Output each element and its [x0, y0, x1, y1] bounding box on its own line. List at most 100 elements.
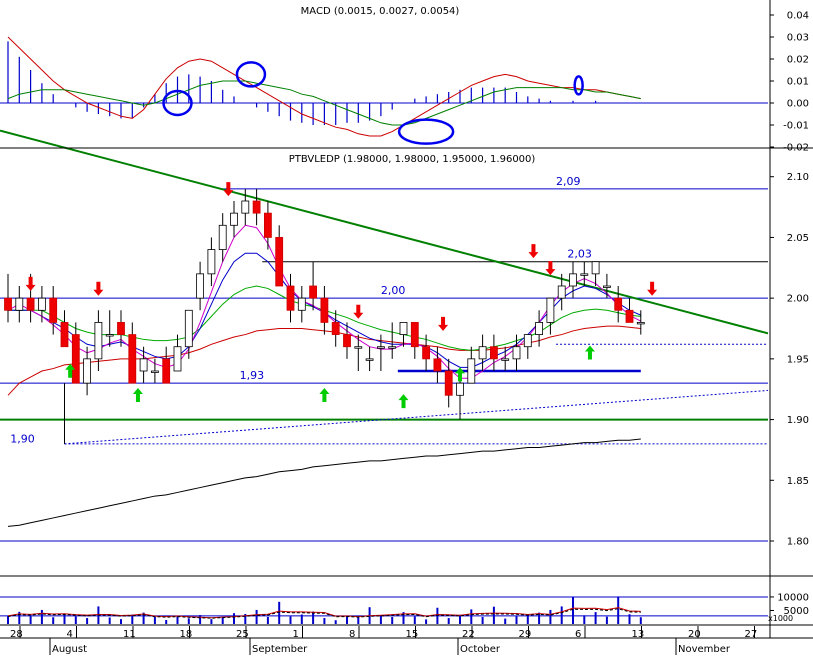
macd-line: [7, 36, 641, 137]
sell-signal-arrow: [93, 281, 104, 296]
candle-body: [128, 334, 137, 384]
sell-signal-arrow: [545, 261, 556, 276]
candle-body: [614, 297, 623, 311]
candle-body: [523, 334, 532, 348]
candle-body: [489, 346, 498, 360]
month-label: November: [678, 644, 731, 655]
macd-tick-label: 0.03: [787, 33, 809, 44]
price-tick-label: 2.00: [787, 294, 809, 305]
volume-tick-label: 5000: [784, 606, 809, 617]
candle-body: [410, 322, 419, 348]
candle-body: [230, 212, 238, 226]
candle-body: [320, 297, 329, 323]
candle-body: [343, 334, 351, 348]
price-level-label: 2,09: [556, 175, 581, 188]
candle-body: [603, 285, 611, 288]
candle-body: [15, 297, 24, 311]
candle-body: [4, 297, 12, 311]
price-title: PTBVLEDP (1.98000, 1.98000, 1.95000, 1.9…: [289, 154, 536, 165]
candle-body: [365, 358, 374, 361]
candle-body: [591, 261, 600, 275]
buy-signal-arrow: [319, 388, 330, 402]
candle-body: [467, 358, 476, 384]
macd-tick-label: -0.01: [783, 121, 809, 132]
moving-average-line: [7, 438, 641, 527]
candle-body: [286, 285, 295, 311]
macd-highlight-circle: [162, 89, 193, 117]
candle-body: [512, 346, 521, 360]
candle-body: [26, 297, 35, 311]
day-tick-label: 28: [10, 629, 23, 640]
day-tick-label: 4: [67, 629, 73, 640]
candle-body: [580, 273, 589, 276]
day-tick-label: 22: [462, 629, 475, 640]
macd-highlight-circle: [235, 61, 267, 88]
sell-signal-arrow: [647, 281, 658, 296]
macd-highlight-circle: [397, 118, 455, 145]
day-tick-label: 1: [293, 629, 299, 640]
price-tick-label: 2.10: [787, 172, 809, 183]
candle-body: [478, 346, 487, 360]
volume-average-line: [7, 607, 641, 619]
macd-signal-line: [7, 80, 641, 126]
candle-body: [83, 358, 91, 384]
candle-body: [636, 322, 645, 325]
candle-body: [422, 346, 431, 360]
candle-body: [162, 358, 171, 384]
candle-body: [139, 358, 148, 372]
month-label: October: [460, 644, 501, 655]
resistance-trendline: [0, 129, 769, 335]
candle-body: [49, 297, 58, 323]
sell-signal-arrow: [438, 316, 449, 331]
candle-body: [252, 200, 261, 214]
candle-body: [275, 237, 284, 287]
month-label: August: [52, 644, 87, 655]
price-tick-label: 2.05: [787, 233, 809, 244]
candle-body: [173, 346, 182, 372]
buy-signal-arrow: [132, 388, 143, 402]
price-level-label: 2,00: [381, 284, 406, 297]
candle-body: [501, 358, 510, 361]
price-level-label: 1,90: [10, 433, 35, 446]
buy-signal-arrow: [584, 345, 595, 360]
sell-signal-arrow: [353, 304, 364, 319]
price-tick-label: 1.90: [787, 415, 809, 426]
candle-body: [625, 309, 634, 323]
candle-body: [71, 334, 80, 384]
macd-tick-label: 0.00: [787, 99, 809, 110]
candle-body: [376, 346, 385, 349]
candle-body: [150, 370, 159, 373]
candle-body: [241, 200, 250, 214]
candle-body: [94, 322, 103, 360]
candle-body: [309, 285, 318, 299]
candle-body: [433, 358, 442, 372]
price-tick-label: 1.85: [787, 476, 809, 487]
macd-highlight-circle: [573, 75, 584, 96]
candle-body: [207, 249, 216, 275]
macd-title: MACD (0.0015, 0.0027, 0.0054): [301, 6, 460, 17]
candle-body: [38, 297, 46, 311]
day-tick-label: 27: [745, 629, 758, 640]
volume-unit-label: x1000: [768, 614, 793, 623]
candle-body: [297, 297, 306, 311]
price-level-label: 2,03: [567, 248, 592, 261]
candle-body: [456, 382, 464, 396]
candle-body: [218, 224, 227, 250]
candle-body: [557, 285, 566, 299]
candle-body: [331, 322, 340, 335]
month-label: September: [252, 644, 308, 655]
candle-body: [117, 322, 125, 335]
macd-tick-label: 0.02: [787, 55, 809, 66]
buy-signal-arrow: [398, 394, 409, 409]
price-level-label: 1,93: [240, 369, 265, 382]
price-tick-label: 1.80: [787, 537, 809, 548]
buy-signal-arrow: [455, 367, 465, 382]
support-trendline: [64, 389, 769, 445]
panel-frames: [0, 0, 813, 639]
macd-tick-label: 0.01: [787, 77, 809, 88]
candle-body: [354, 346, 363, 349]
day-tick-label: 25: [236, 629, 249, 640]
candle-body: [263, 212, 272, 238]
